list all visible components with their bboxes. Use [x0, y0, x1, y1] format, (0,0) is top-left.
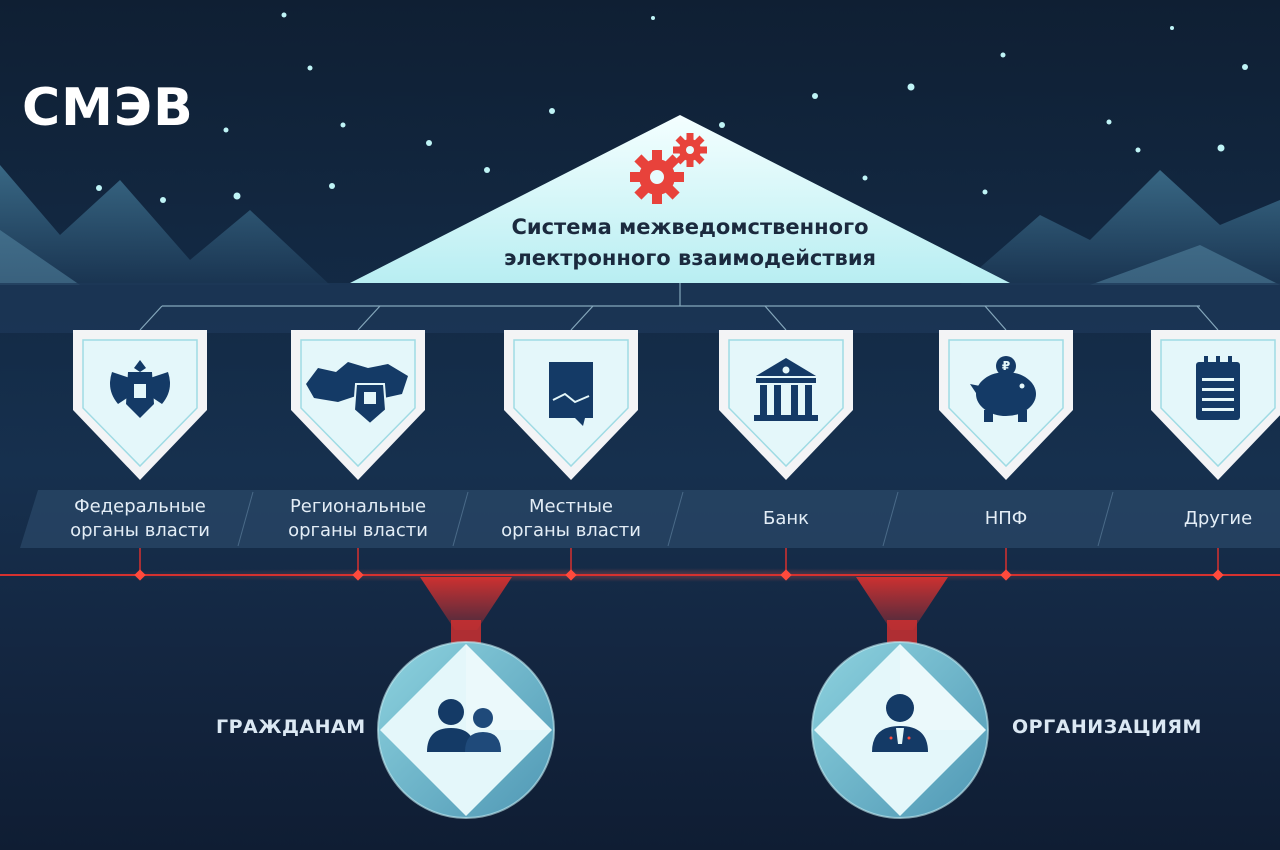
russia-map-emblem-icon — [306, 362, 408, 426]
connectors — [139, 283, 1219, 331]
participant-card-2 — [504, 330, 638, 480]
audience-label-organizations: ОРГАНИЗАЦИЯМ — [1012, 716, 1202, 738]
participant-label-line: НПФ — [984, 508, 1028, 529]
participant-card-5 — [1151, 330, 1280, 480]
participant-label-line: Другие — [1183, 508, 1253, 529]
participant-label-npf: НПФ — [906, 507, 1106, 531]
system-title-line2: электронного взаимодействия — [503, 246, 877, 270]
gears-icon — [630, 133, 707, 204]
audience-label-citizens: ГРАЖДАНАМ — [216, 716, 366, 738]
audience-citizens — [377, 641, 555, 819]
system-title-line1: Система межведомственного — [511, 215, 869, 239]
participant-label-regional: Региональные органы власти — [258, 495, 458, 543]
logo: СМЭВ — [22, 78, 194, 138]
participant-label-local: Местные органы власти — [471, 495, 671, 543]
businessman-icon — [872, 694, 928, 752]
bank-icon — [754, 358, 818, 421]
participant-label-bank: Банк — [686, 507, 886, 531]
system-roof — [350, 115, 1010, 283]
participant-nodes: ₽ — [73, 330, 1280, 480]
bus-nodes — [134, 569, 1224, 581]
people-icon — [427, 699, 501, 752]
participant-card-3 — [719, 330, 853, 480]
document-icon — [549, 362, 593, 426]
mountains — [0, 165, 1280, 285]
participant-card-4: ₽ — [939, 330, 1073, 480]
participant-label-other: Другие — [1122, 507, 1280, 531]
bus-line — [0, 568, 1280, 582]
participant-label-line: Региональные — [289, 496, 427, 517]
label-band — [20, 490, 1280, 548]
eagle-emblem-icon — [110, 360, 170, 418]
participant-label-line: органы власти — [70, 520, 210, 541]
participant-card-0 — [73, 330, 207, 480]
participant-label-federal: Федеральные органы власти — [40, 495, 240, 543]
participant-label-line: Федеральные — [74, 496, 206, 517]
audience-beams — [420, 577, 948, 644]
horizon-band — [0, 283, 1280, 333]
system-title: Система межведомственного электронного в… — [440, 212, 940, 274]
participant-label-line: Местные — [528, 496, 614, 517]
notepad-icon — [1196, 356, 1240, 420]
piggy-bank-icon: ₽ — [970, 356, 1036, 422]
participant-card-1 — [291, 330, 425, 480]
svg-text:₽: ₽ — [1002, 359, 1010, 373]
participant-label-line: Банк — [762, 508, 810, 529]
participant-label-line: органы власти — [288, 520, 428, 541]
participant-label-line: органы власти — [501, 520, 641, 541]
